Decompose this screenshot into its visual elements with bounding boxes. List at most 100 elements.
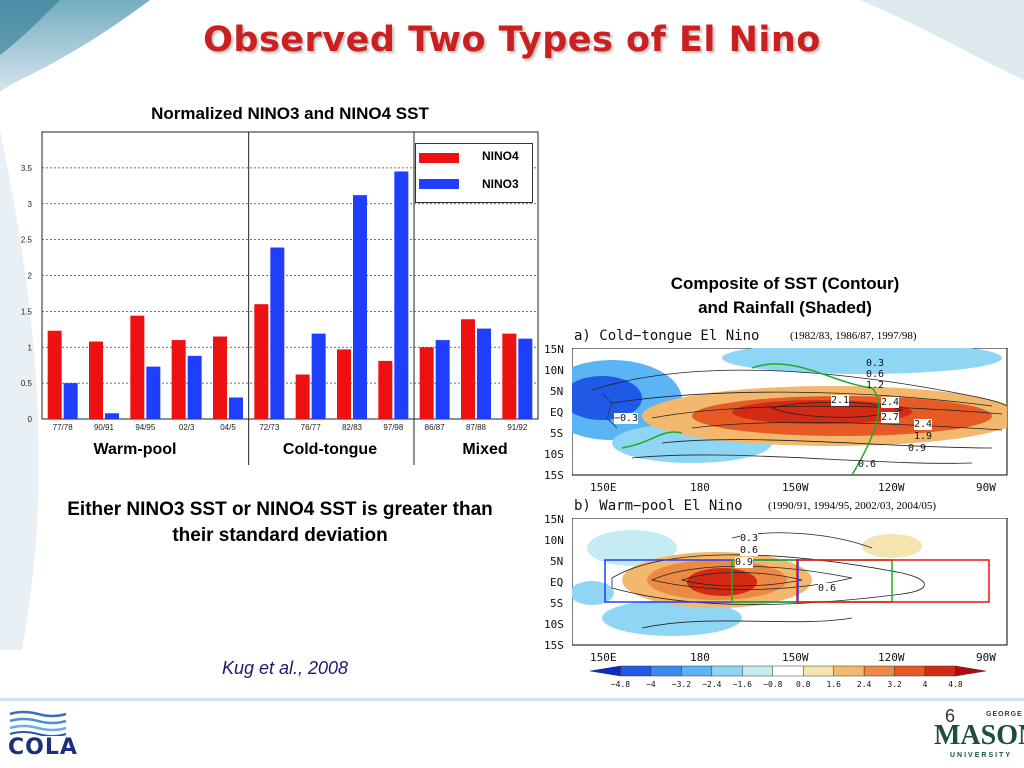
- bar-nino4-02-3: [171, 340, 186, 419]
- caption: Either NINO3 SST or NINO4 SST is greater…: [67, 499, 493, 546]
- map-a-rain-core: [732, 400, 912, 424]
- x-tick-label: 87/88: [466, 423, 487, 432]
- map-a-lon-150e: 150E: [590, 481, 617, 494]
- map-a-years: (1982/83, 1986/87, 1997/98): [790, 330, 917, 342]
- composite-title-line-1: Composite of SST (Contour): [670, 274, 900, 293]
- map-b-rain-north: [862, 534, 922, 558]
- colorbar-segment: [833, 665, 865, 677]
- map-b-lat-15s: 15S: [544, 639, 564, 652]
- composite-title: Composite of SST (Contour) and Rainfall …: [600, 272, 970, 320]
- map-a-contour-label: 1.9: [914, 431, 933, 442]
- gmu-logo-bottom: UNIVERSITY: [950, 752, 1013, 759]
- bar-nino4-90-91: [89, 341, 103, 419]
- x-tick-label: 02/3: [179, 423, 195, 432]
- map-a-contour-label: 2.4: [881, 397, 900, 408]
- map-a-contour-label: 0.6: [858, 459, 877, 470]
- bar-chart: 0 0.5 1 1.5 2 2.5 3 3.5 77/78 90/91 94/95 02/3 04/5 7…: [21, 131, 539, 465]
- x-tick-label: 86/87: [425, 423, 446, 432]
- colorbar-segment: [650, 665, 682, 677]
- map-b-lon-150w: 150W: [782, 651, 809, 664]
- colorbar-segment: [802, 665, 834, 677]
- citation: Kug et al., 2008: [221, 658, 349, 678]
- group-label-warm-pool: Warm-pool: [93, 441, 177, 458]
- map-b-dry-south: [602, 600, 742, 636]
- x-tick-label: 04/5: [220, 423, 236, 432]
- map-b-contour-label: 0.6: [818, 583, 837, 594]
- footer-line: [0, 698, 1024, 701]
- map-b-lat-5s: 5S: [550, 597, 564, 610]
- map-b-lat-eq: EQ: [550, 576, 564, 589]
- map-a-lon-90w: 90W: [976, 481, 996, 494]
- slide-title: Observed Two Types of El Nino: [203, 20, 821, 60]
- map-a-contour-label: 1.2: [866, 380, 885, 391]
- background-swirl: [0, 0, 150, 650]
- y-tick-label: 0: [28, 415, 33, 424]
- colorbar-segment: [924, 665, 956, 677]
- x-tick-label: 90/91: [94, 423, 115, 432]
- x-tick-label: 94/95: [135, 423, 156, 432]
- bar-nino4-04-5: [213, 336, 227, 419]
- slide-number: 6: [945, 706, 956, 726]
- map-a-contour-label: 0.9: [908, 443, 927, 454]
- colorbar-segment: [772, 665, 804, 677]
- colorbar-segment: [681, 665, 713, 677]
- legend-label-nino3: NINO3: [482, 177, 519, 191]
- map-b-title: b) Warm−pool El Nino: [574, 498, 743, 514]
- map-b-rain-core: [687, 568, 757, 596]
- group-label-cold-tongue: Cold-tongue: [282, 441, 378, 458]
- colorbar-tick-label: 3.2: [887, 680, 902, 689]
- map-b-contour-label: 0.9: [735, 557, 754, 568]
- bar-nino3-86-87: [435, 340, 450, 419]
- y-tick-label: 3: [28, 200, 33, 209]
- map-a-lon-120w: 120W: [878, 481, 905, 494]
- map-b: [572, 518, 1008, 646]
- map-b-lat-15n: 15N: [544, 513, 564, 526]
- map-b-box-red: [796, 559, 990, 603]
- bar-nino3-76-77: [311, 333, 326, 419]
- colorbar-tick-label: 4: [923, 680, 928, 689]
- bar-nino4-87-88: [461, 319, 475, 419]
- colorbar-segment: [863, 665, 895, 677]
- map-b-lat-10n: 10N: [544, 534, 564, 547]
- legend-swatch-nino3: [419, 179, 459, 189]
- bar-nino3-72-73: [270, 247, 285, 419]
- y-tick-label: 0.5: [21, 379, 33, 388]
- y-tick-label: 3.5: [21, 164, 33, 173]
- x-tick-label: 72/73: [259, 423, 280, 432]
- bar-nino4-97-98: [378, 360, 393, 419]
- map-a-lat-15n: 15N: [544, 343, 564, 356]
- map-b-lat-10s: 10S: [544, 618, 564, 631]
- map-a-contour-label: 2.7: [881, 412, 900, 423]
- bar-nino3-82-83: [353, 195, 367, 419]
- cola-logo-waves: [9, 710, 67, 736]
- group-label-mixed: Mixed: [462, 441, 508, 458]
- bar-nino4-91-92: [502, 333, 517, 419]
- x-tick-label: 97/98: [383, 423, 404, 432]
- gmu-logo: MASON: [934, 720, 1024, 751]
- bar-nino3-97-98: [394, 171, 409, 419]
- y-tick-label: 1.5: [21, 307, 33, 316]
- colorbar-tick-label: −1.6: [733, 680, 752, 689]
- bar-nino3-91-92: [518, 338, 533, 419]
- bar-nino4-82-83: [337, 349, 351, 419]
- map-b-lon-150e: 150E: [590, 651, 617, 664]
- colorbar-tick-label: 0.8: [796, 680, 811, 689]
- chart-legend: NINO4 NINO3: [415, 143, 533, 203]
- map-a-dry-north: [722, 348, 1002, 374]
- map-a-lon-180: 180: [690, 481, 710, 494]
- map-a-lat-10s: 10S: [544, 448, 564, 461]
- map-b-lat-5n: 5N: [550, 555, 564, 568]
- x-tick-label: 91/92: [507, 423, 528, 432]
- colorbar-segment: [955, 665, 987, 677]
- cola-logo: COLA: [8, 735, 78, 760]
- map-a-contour-label: 2.4: [914, 419, 933, 430]
- colorbar-segment: [589, 665, 621, 677]
- colorbar-tick-label: −3.2: [672, 680, 691, 689]
- colorbar-tick-label: 4.8: [948, 680, 963, 689]
- map-b-dry-west: [572, 581, 614, 605]
- map-a-contour-label: 0.3: [866, 358, 885, 369]
- map-a-contour-label: 2.1: [831, 395, 850, 406]
- bar-nino4-86-87: [419, 347, 434, 419]
- map-b-lon-120w: 120W: [878, 651, 905, 664]
- map-a-lat-5s: 5S: [550, 427, 564, 440]
